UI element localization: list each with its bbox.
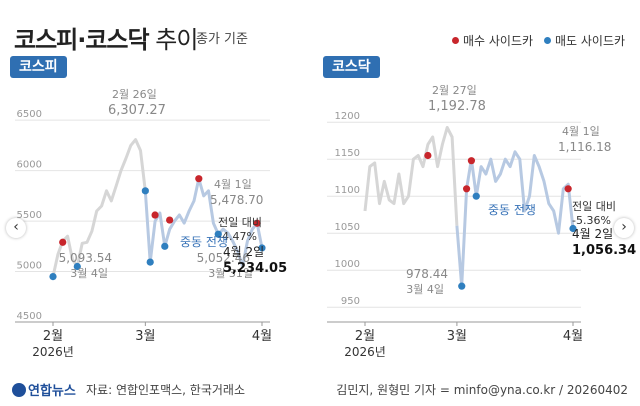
last-value: 1,056.34 [572, 243, 636, 258]
next-arrow-icon[interactable]: › [614, 218, 634, 238]
source-text: 자료: 연합인포맥스, 한국거래소 [86, 383, 246, 397]
last-value: 5,234.05 [223, 261, 287, 276]
x-tick-label: 4월 [252, 329, 272, 344]
low2-value: 5,052.46 [197, 251, 250, 265]
series-line-pre [51, 138, 147, 277]
apr1-date: 4월 1일 [562, 124, 600, 138]
year-label: 2026년 [32, 345, 74, 359]
legend-sell: 매도 사이드카 [544, 32, 625, 49]
sell-sidecar-marker [569, 224, 577, 233]
prev-arrow-icon[interactable]: ‹ [6, 218, 26, 238]
legend-sell-label: 매도 사이드카 [555, 34, 626, 48]
buy-sidecar-dot-icon [452, 37, 459, 44]
legend-buy-label: 매수 사이드카 [463, 34, 534, 48]
y-tick-label: 1150 [335, 148, 360, 159]
change-label: 전일 대비 [218, 215, 262, 229]
credit-text: 김민지, 원형민 기자 = minfo@yna.co.kr / 20260402 [336, 383, 628, 397]
apr1-date: 4월 1일 [214, 177, 252, 191]
low1-value: 5,093.54 [59, 251, 112, 265]
war-label: 중동 전쟁 [180, 235, 228, 249]
sell-sidecar-marker [49, 272, 57, 281]
buy-sidecar-marker [166, 216, 174, 224]
y-tick-label: 5000 [17, 261, 42, 272]
sell-sidecar-marker [141, 187, 149, 195]
y-tick-label: 6500 [17, 109, 42, 120]
legend-buy: 매수 사이드카 [452, 32, 533, 49]
buy-sidecar-marker [462, 185, 471, 193]
kospi-chart: 4500 5000 5500 6000 6500 2월 3월 4월 2026년 2월 26일 6,3… [15, 87, 287, 359]
subtitle: 종가 기준 [196, 32, 248, 47]
apr1-value: 1,116.18 [558, 140, 611, 154]
peak-value: 6,307.27 [108, 103, 166, 118]
peak-date: 2월 26일 [112, 87, 157, 101]
y-tick-label: 6000 [17, 160, 42, 171]
change-value: -5.36% [572, 214, 611, 227]
year-label: 2026년 [344, 345, 386, 359]
low2-date: 3월 31일 [208, 266, 253, 280]
apr1-value: 5,478.70 [210, 193, 263, 207]
buy-sidecar-marker [467, 157, 476, 165]
series-line-pre [363, 126, 459, 226]
x-tick-label: 4월 [563, 329, 583, 344]
kosdaq-tag: 코스닥 [323, 56, 380, 78]
x-tick-label: 2월 [355, 329, 375, 344]
page-title: 코스피·코스닥 추이 [14, 26, 198, 54]
buy-sidecar-marker [59, 238, 67, 246]
sell-sidecar-marker [458, 282, 466, 290]
kospi-tag: 코스피 [10, 56, 67, 78]
kosdaq-chart: 950 1000 1050 1100 1150 1200 2월 3월 4월 2026년 2월 27일… [327, 83, 636, 359]
war-label: 중동 전쟁 [488, 203, 536, 217]
series-line-post [455, 150, 575, 288]
y-tick-label: 950 [341, 296, 360, 307]
x-tick-label: 2월 [43, 329, 63, 344]
buy-sidecar-marker [253, 219, 261, 227]
x-tick-label: 3월 [447, 329, 467, 344]
buy-sidecar-marker [564, 185, 572, 193]
low1-date: 3월 4일 [406, 282, 444, 296]
peak-date: 2월 27일 [432, 83, 477, 97]
sell-sidecar-marker [161, 242, 169, 250]
low1-value: 978.44 [406, 267, 448, 281]
buy-sidecar-marker [195, 175, 203, 183]
low1-date: 3월 4일 [70, 266, 108, 280]
sell-sidecar-marker [258, 244, 266, 252]
y-tick-label: 5500 [17, 210, 42, 221]
last-date: 4월 2일 [572, 227, 613, 241]
yonhap-logo: 연합뉴스 [12, 380, 76, 399]
buy-sidecar-marker [151, 211, 159, 219]
y-tick-label: 1100 [335, 185, 360, 196]
sell-sidecar-dot-icon [544, 37, 551, 44]
footer: 연합뉴스 자료: 연합인포맥스, 한국거래소 김민지, 원형민 기자 = min… [0, 376, 640, 406]
buy-sidecar-marker [424, 151, 432, 160]
y-tick-label: 1200 [335, 111, 360, 122]
sell-sidecar-marker [214, 230, 222, 238]
change-label: 전일 대비 [572, 199, 616, 213]
y-tick-label: 4500 [17, 311, 42, 322]
last-date: 4월 2일 [223, 245, 264, 259]
sell-sidecar-marker [472, 192, 480, 200]
y-tick-label: 1050 [335, 222, 360, 233]
peak-value: 1,192.78 [428, 99, 486, 114]
sell-sidecar-marker [146, 258, 154, 266]
y-tick-label: 1000 [335, 259, 360, 270]
sell-sidecar-marker [73, 262, 81, 271]
yonhap-logo-icon [12, 383, 26, 397]
change-value: -4.47% [218, 230, 257, 243]
x-tick-label: 3월 [135, 329, 155, 344]
